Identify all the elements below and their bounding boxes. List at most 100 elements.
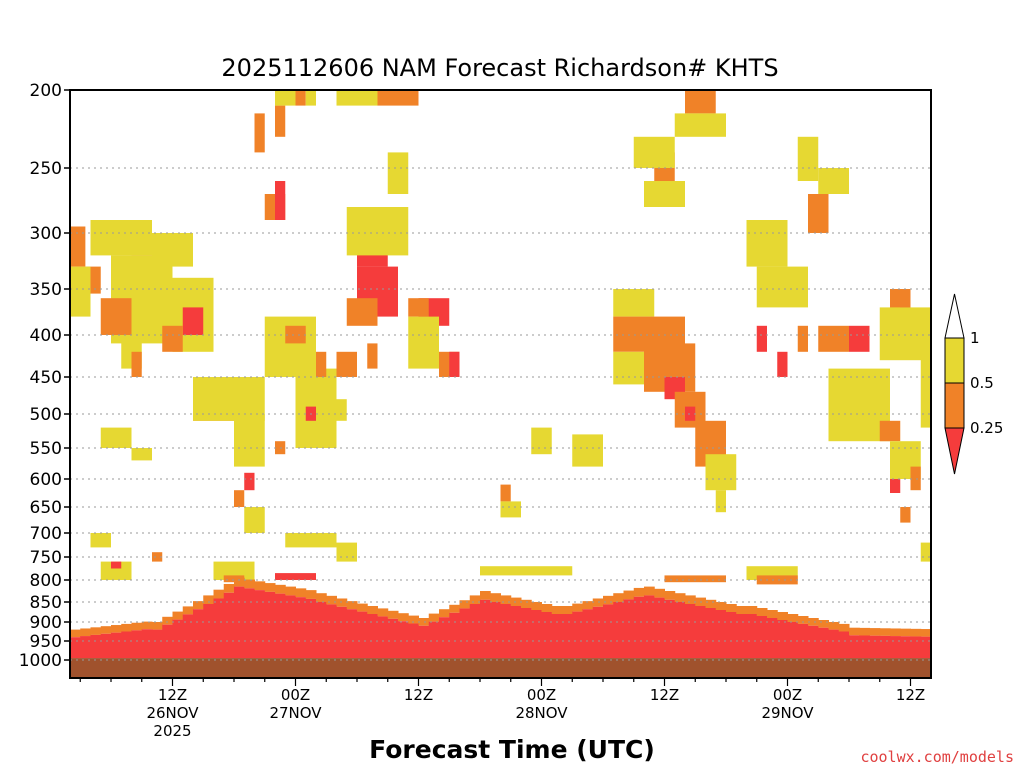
ri-cell-red bbox=[838, 631, 850, 659]
ri-cell-orange bbox=[234, 577, 245, 587]
ri-cell-orange bbox=[500, 484, 511, 502]
ri-cell-red bbox=[480, 599, 491, 659]
ri-cell-orange bbox=[664, 591, 676, 600]
ri-cell-red bbox=[346, 609, 358, 659]
ri-cell-orange bbox=[952, 255, 973, 298]
ri-cell-orange bbox=[70, 226, 86, 267]
ri-cell-red bbox=[510, 606, 522, 659]
ri-cell-orange bbox=[685, 595, 696, 604]
ri-cell-red bbox=[449, 612, 460, 659]
ri-cell-yellow bbox=[264, 316, 316, 377]
ri-cell-orange bbox=[285, 586, 296, 596]
ri-cell-yellow bbox=[715, 490, 726, 513]
ri-cell-red bbox=[910, 636, 922, 659]
ri-cell-orange bbox=[152, 552, 163, 562]
ri-cell-orange bbox=[849, 627, 860, 636]
ri-cell-orange bbox=[623, 590, 635, 600]
ri-cell-red bbox=[244, 472, 255, 491]
ri-cell-red bbox=[890, 636, 901, 659]
ri-cell-orange bbox=[275, 584, 286, 594]
ri-cell-red bbox=[336, 606, 348, 659]
y-tick-label: 400 bbox=[30, 326, 62, 346]
y-tick-label: 350 bbox=[30, 280, 62, 300]
ri-cell-red bbox=[715, 610, 727, 659]
ri-cell-red bbox=[920, 636, 931, 659]
ri-cell-red bbox=[685, 604, 696, 659]
ri-cell-orange bbox=[808, 194, 829, 233]
ri-cell-red bbox=[603, 604, 614, 659]
y-tick-label: 450 bbox=[30, 368, 62, 388]
ri-cell-red bbox=[777, 351, 788, 377]
ri-cell-orange bbox=[551, 606, 563, 614]
ri-cell-orange bbox=[490, 593, 501, 602]
ri-cell-orange bbox=[592, 598, 604, 607]
ri-cell-red bbox=[890, 479, 901, 493]
ri-cell-yellow bbox=[100, 561, 132, 580]
ri-cell-red bbox=[818, 627, 829, 659]
ri-cell-yellow bbox=[152, 233, 193, 267]
ri-cell-yellow bbox=[336, 90, 378, 106]
ri-cell-orange bbox=[131, 622, 143, 631]
ri-cell-yellow bbox=[500, 501, 521, 518]
colorbar-bin-orange bbox=[944, 382, 965, 429]
ri-cell-red bbox=[521, 608, 532, 659]
ri-cell-yellow bbox=[234, 414, 265, 467]
ri-cell-red bbox=[244, 588, 255, 659]
ri-cell-orange bbox=[449, 604, 460, 613]
ri-cell-yellow bbox=[674, 113, 726, 137]
ri-cell-red bbox=[254, 590, 266, 659]
ri-cell-red bbox=[879, 635, 891, 659]
ri-cell-orange bbox=[910, 466, 921, 491]
x-tick-label: 00Z bbox=[281, 686, 310, 704]
x-tick-label: 00Z bbox=[527, 686, 556, 704]
ri-cell-orange bbox=[644, 586, 655, 596]
ri-cell-orange bbox=[900, 507, 911, 523]
ri-cell-orange bbox=[767, 610, 778, 618]
ri-cell-red bbox=[111, 632, 122, 659]
ri-cell-red bbox=[469, 604, 481, 659]
ri-cell-red bbox=[316, 602, 327, 659]
plot-frame bbox=[69, 89, 932, 679]
ri-cell-orange bbox=[408, 298, 429, 317]
ri-cell-orange bbox=[111, 625, 122, 633]
ri-cell-red bbox=[275, 593, 286, 659]
ri-cell-red bbox=[182, 614, 194, 659]
ri-cell-yellow bbox=[746, 220, 788, 267]
ri-cell-orange bbox=[162, 325, 183, 352]
ri-cell-red bbox=[644, 595, 655, 659]
ri-cell-orange bbox=[480, 591, 491, 600]
y-tick-label: 650 bbox=[30, 498, 62, 518]
ri-cell-orange bbox=[756, 608, 768, 616]
ri-cell-orange bbox=[910, 628, 922, 637]
ri-cell-orange bbox=[295, 90, 306, 106]
ri-cell-yellow bbox=[90, 220, 152, 256]
ri-cell-red bbox=[70, 637, 81, 659]
ri-cell-yellow bbox=[90, 533, 111, 548]
ri-cell-red bbox=[131, 630, 143, 659]
y-tick-label: 900 bbox=[30, 613, 62, 633]
ri-cell-yellow bbox=[480, 566, 573, 576]
ri-cell-orange bbox=[264, 583, 276, 592]
ri-cell-red bbox=[551, 614, 563, 659]
ri-cell-red bbox=[531, 610, 542, 659]
ri-cell-red bbox=[203, 604, 214, 659]
ri-cell-orange bbox=[531, 602, 542, 610]
ri-cell-red bbox=[962, 267, 972, 335]
y-tick-label: 200 bbox=[30, 81, 62, 101]
ri-cell-red bbox=[141, 629, 153, 659]
ri-cell-orange bbox=[736, 606, 747, 614]
ri-cell-orange bbox=[828, 622, 840, 630]
ri-cell-red bbox=[767, 618, 778, 659]
ri-cell-orange bbox=[326, 595, 337, 605]
ri-cell-orange bbox=[295, 588, 307, 598]
ri-cell-red bbox=[357, 611, 368, 659]
x-tick-label: 12Z bbox=[404, 686, 433, 704]
y-tick-label: 850 bbox=[30, 593, 62, 613]
ri-cell-orange bbox=[439, 609, 450, 618]
ri-cell-orange bbox=[674, 593, 686, 602]
ri-cell-orange bbox=[879, 420, 901, 442]
ri-cell-orange bbox=[510, 597, 522, 606]
ri-cell-orange bbox=[562, 606, 573, 614]
ri-cell-orange bbox=[469, 595, 481, 604]
ri-cell-red bbox=[285, 595, 296, 659]
